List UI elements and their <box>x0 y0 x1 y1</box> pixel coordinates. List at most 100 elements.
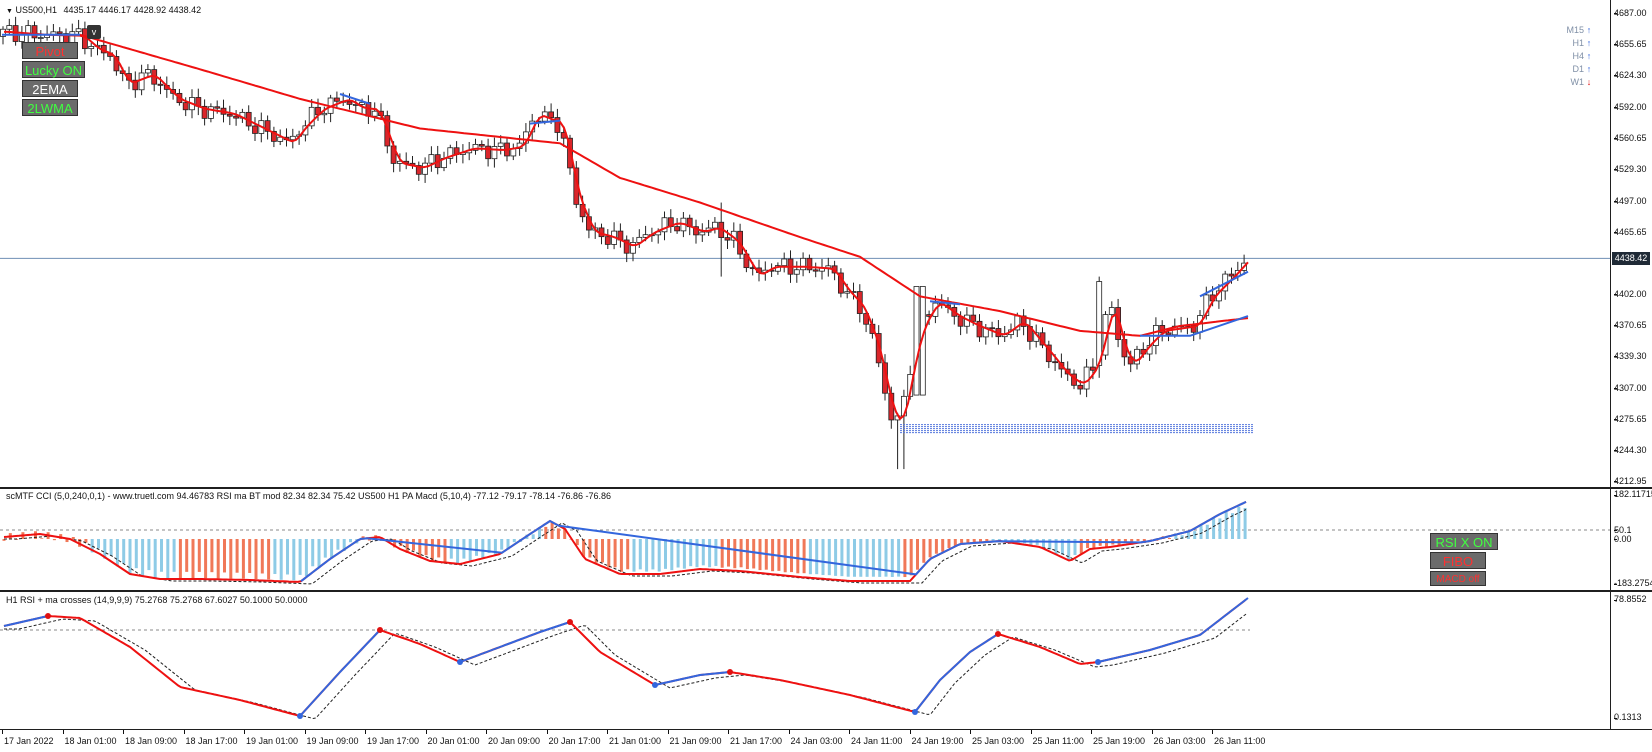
price-tick <box>1614 294 1617 296</box>
lucky-button[interactable]: Lucky ON <box>22 61 85 78</box>
blue-ma-segment <box>929 300 961 306</box>
cci-bar <box>708 539 712 568</box>
bear-candle <box>415 165 422 175</box>
symbol-dropdown-icon[interactable]: ▼ <box>6 8 13 15</box>
price-tick <box>1614 168 1617 170</box>
cci-bar <box>311 539 315 567</box>
bull-candle <box>428 154 435 164</box>
bear-candle <box>554 117 561 133</box>
time-tick-label: 20 Jan 01:00 <box>427 736 480 746</box>
cci-bar <box>676 539 680 568</box>
blue-ma-segment <box>339 93 371 105</box>
bull-candle <box>207 106 214 119</box>
cci-bar <box>405 539 409 553</box>
cci-bar <box>1224 512 1228 539</box>
price-tick <box>1614 388 1617 390</box>
cci-bar <box>815 539 819 575</box>
bear-candle <box>31 25 38 39</box>
cci-bar <box>97 539 100 549</box>
price-tick <box>1614 74 1617 76</box>
bull-candle <box>661 217 668 233</box>
rsi-chart[interactable] <box>0 592 1610 730</box>
cci-bar <box>336 539 340 550</box>
bull-candle <box>37 37 44 39</box>
cci-bar <box>204 539 208 579</box>
bear-candle <box>989 327 995 330</box>
time-tick-label: 20 Jan 17:00 <box>548 736 601 746</box>
price-tick-label: 4370.65 <box>1614 320 1647 331</box>
cross-dot <box>297 713 303 719</box>
bull-candle <box>0 28 6 37</box>
time-tick <box>728 730 729 734</box>
time-tick-label: 24 Jan 03:00 <box>790 736 843 746</box>
cci-bar <box>701 539 705 566</box>
cci-bar <box>235 539 239 573</box>
lwma-button[interactable]: 2LWMA <box>22 99 78 116</box>
cci-bar <box>865 539 869 577</box>
osc1-axis-zero: 0.00 <box>1614 534 1632 544</box>
price-tick <box>1614 325 1617 327</box>
price-tick-label: 4624.30 <box>1614 69 1647 80</box>
osc2-axis-border <box>1610 592 1611 730</box>
price-tick-label: 4497.00 <box>1614 195 1647 206</box>
cci-bar <box>752 539 756 569</box>
pivot-button[interactable]: Pivot <box>22 42 78 59</box>
time-tick-label: 18 Jan 17:00 <box>185 736 238 746</box>
cci-bar <box>538 527 541 539</box>
osc2-blue-segment <box>3 615 49 627</box>
slow-ma-line <box>79 33 1249 337</box>
timeframe-label: D1 <box>1572 64 1584 74</box>
symbol-label: US500,H1 <box>15 5 57 15</box>
time-tick <box>970 730 971 734</box>
time-tick-label: 26 Jan 11:00 <box>1214 736 1266 746</box>
bear-candle <box>548 111 554 118</box>
price-tick-label: 4402.00 <box>1614 289 1647 300</box>
cci-macd-header: scMTF CCI (5,0,240,0,1) - www.truetl.com… <box>6 491 611 501</box>
cci-bar <box>512 539 516 543</box>
cci-bar <box>739 539 743 568</box>
cci-bar <box>695 539 699 568</box>
bull-candle <box>1096 281 1103 366</box>
time-axis: 17 Jan 2022 18 Jan 01:00 18 Jan 09:00 18 Ja… <box>0 730 1652 752</box>
cci-bar <box>670 539 674 571</box>
fibo-button[interactable]: FIBO <box>1430 552 1486 569</box>
macd-button[interactable]: MACD off <box>1430 571 1486 586</box>
rsi-pane[interactable]: H1 RSI + ma crosses (14,9,9,9) 75.2768 7… <box>0 592 1652 730</box>
cci-bar <box>1174 533 1178 539</box>
cci-bar <box>607 539 611 568</box>
candlestick-chart[interactable] <box>0 0 1610 487</box>
bull-candle <box>497 142 504 147</box>
bull-candle <box>277 136 284 142</box>
ema-button[interactable]: 2EMA <box>22 80 78 97</box>
price-tick <box>1614 43 1617 45</box>
bull-candle <box>1134 348 1140 365</box>
cci-bar <box>846 539 850 577</box>
cci-macd-pane[interactable]: scMTF CCI (5,0,240,0,1) - www.truetl.com… <box>0 489 1652 590</box>
osc2-axis: 78.8552 0.1313 <box>1610 592 1652 730</box>
cci-macd-chart[interactable] <box>0 489 1610 590</box>
bear-candle <box>270 130 277 142</box>
cci-bar <box>733 539 737 569</box>
cci-bar <box>103 539 107 559</box>
cci-bar <box>90 539 94 553</box>
cci-bar <box>1048 539 1052 550</box>
bear-candle <box>1077 384 1084 390</box>
pane-separator-2 <box>0 590 1652 592</box>
cci-bar <box>916 539 919 570</box>
rsi-x-button[interactable]: RSI X ON <box>1430 533 1498 550</box>
cci-bar <box>1237 506 1241 539</box>
cci-bar <box>997 539 1001 541</box>
bear-candle <box>201 105 208 119</box>
time-tick-label: 21 Jan 17:00 <box>730 736 783 746</box>
cci-bar <box>928 539 932 558</box>
time-tick <box>849 730 850 734</box>
main-chart-pane[interactable]: ▼ US500,H1 4435.17 4446.17 4428.92 4438.… <box>0 0 1652 487</box>
osc2-blue-segment <box>914 633 999 713</box>
cci-bar <box>1086 539 1090 549</box>
cci-bar <box>134 539 138 569</box>
bear-candle <box>863 313 869 325</box>
v-button[interactable]: v <box>87 25 101 39</box>
time-tick <box>123 730 124 734</box>
cci-bar <box>834 539 838 576</box>
bull-candle <box>88 46 95 50</box>
